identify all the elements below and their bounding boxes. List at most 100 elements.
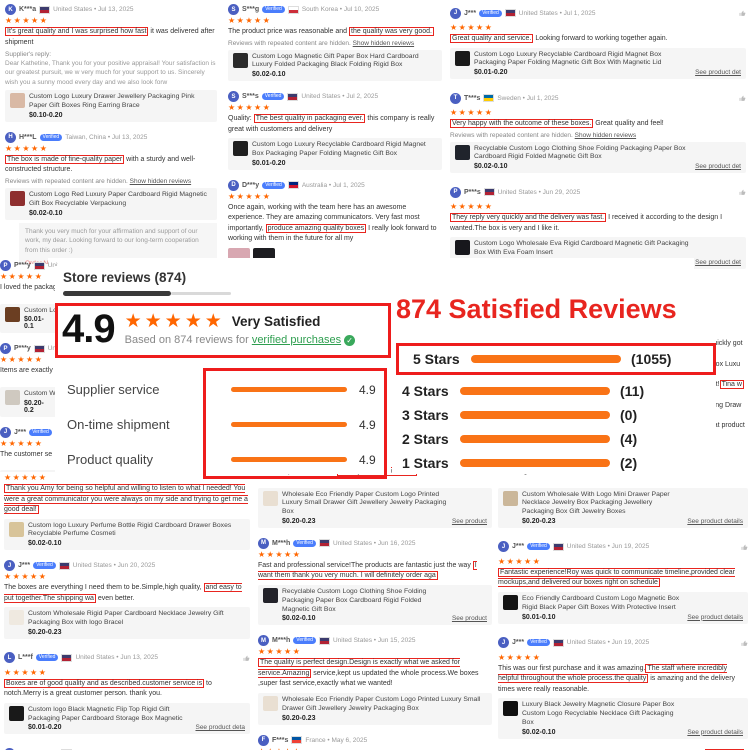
- review-text: I loved the packagi: [0, 283, 58, 294]
- review-text: Once again, working with the team here h…: [228, 203, 442, 245]
- helpful-button[interactable]: [739, 183, 746, 201]
- review-header: H H***L Verified Taiwan, China • Jul 13, 20…: [5, 131, 217, 143]
- product-card[interactable]: Luxury Black Jewelry Magnetic Closure Pa…: [498, 698, 748, 739]
- review-text-part: with a sturdy and well-constructed struc…: [5, 155, 196, 174]
- product-thumbnail: [5, 306, 20, 322]
- product-card[interactable]: Custom logo Luxury Perfume Bottle Rigid …: [4, 518, 250, 551]
- avatar: F: [258, 734, 269, 746]
- helpful-button[interactable]: [741, 634, 748, 652]
- verified-badge: Verified: [33, 562, 56, 570]
- product-thumbnail: [503, 490, 518, 506]
- star-rating: ★★★★★: [0, 355, 44, 365]
- product-card[interactable]: Recyclable Custom Logo Clothing Shoe Fol…: [450, 141, 746, 174]
- see-product-details-link[interactable]: See product: [451, 615, 487, 623]
- product-price: $0.20-0.23: [282, 517, 316, 525]
- review-header: J J*** Verified: [0, 426, 58, 438]
- see-product-details-link[interactable]: See product details: [687, 517, 743, 525]
- product-card[interactable]: Custom Wholesale With Logo Mini Drawer P…: [498, 487, 748, 528]
- product-info: Eco Friendly Cardboard Custom Logo Magne…: [522, 595, 683, 621]
- helpful-button[interactable]: [741, 538, 748, 556]
- see-product-details-link[interactable]: See product deta: [195, 724, 245, 732]
- reviewer-name: J***: [512, 543, 525, 551]
- star-row-count: (0): [620, 407, 638, 423]
- see-product-details-link[interactable]: See product det: [695, 258, 741, 266]
- sub-score-label: Supplier service: [67, 382, 160, 397]
- scroll-indicator[interactable]: [63, 291, 391, 296]
- star-row-count: (11): [620, 383, 645, 399]
- product-thumbnail: [9, 521, 24, 537]
- star-row-label: 4 Stars: [402, 383, 449, 399]
- product-thumbnail: [9, 610, 24, 626]
- product-card[interactable]: Recyclable Custom Logo Clothing Shoe Fol…: [258, 584, 492, 626]
- see-product-details-link[interactable]: See product details: [687, 613, 743, 621]
- review-text-part: Items are exactly h will order packagin: [0, 367, 58, 375]
- product-card[interactable]: Custom Lo $0.01-0.1: [0, 303, 58, 334]
- product-price: $0.20-0.23: [522, 517, 556, 525]
- reviews-column-top-middle: S S***g Verified South Korea • Jul 10, 2025…: [228, 4, 442, 304]
- review-text-part: This was our first purchase and it was a…: [498, 664, 646, 672]
- highlight-annotation-box: The quality is perfect design.Design is …: [258, 658, 460, 678]
- review-text: Thank you Amy for being so helpful and w…: [4, 484, 250, 516]
- see-product-details-link[interactable]: See product details: [687, 728, 743, 736]
- see-product-details-link[interactable]: See product det: [695, 163, 741, 171]
- show-hidden-reviews-link[interactable]: Show hidden reviews: [574, 131, 637, 139]
- product-card[interactable]: Custom W $0.20-0.2: [0, 386, 58, 417]
- review-text-part: service,kept us updated the whole proces…: [258, 669, 479, 688]
- star-row-bar: [460, 435, 610, 443]
- helpful-button[interactable]: [243, 649, 250, 667]
- star-distribution-row: 5 Stars (1055): [396, 343, 716, 375]
- review-card: d and quickly got: [690, 339, 750, 350]
- product-info: Recyclable Custom Logo Clothing Shoe Fol…: [282, 588, 448, 622]
- show-hidden-reviews-link[interactable]: Show hidden reviews: [129, 177, 192, 185]
- sub-score-label: On-time shipment: [67, 417, 170, 432]
- verified-purchases-link[interactable]: verified purchases: [251, 334, 342, 346]
- country-flag-icon: [318, 539, 330, 548]
- product-card[interactable]: Custom Logo Luxury Drawer Jewellery Pack…: [5, 90, 217, 122]
- reviews-column-top-right: J J*** Verified United States • Jul 1, 2025…: [450, 4, 746, 314]
- product-card[interactable]: Custom Logo Red Luxury Paper Cardboard R…: [5, 187, 217, 220]
- star-rating: ★★★★★: [450, 108, 494, 118]
- see-product-details-link[interactable]: See product: [451, 517, 487, 525]
- product-card[interactable]: Custom$0.10-0: [0, 470, 58, 472]
- highlight-annotation-box: They reply very quickly and the delivery…: [450, 213, 607, 223]
- reviewer-name: J***: [14, 428, 27, 436]
- review-text: They reply very quickly and the delivery…: [450, 213, 746, 234]
- product-card[interactable]: Custom Logo Luxury Recyclable Cardboard …: [450, 47, 746, 80]
- review-card: P P***s United States • Jun 29, 2025 ★★★★★ T…: [450, 183, 746, 269]
- product-thumbnail: [10, 190, 25, 206]
- helpful-button[interactable]: [739, 4, 746, 22]
- see-product-details-link[interactable]: See product det: [695, 69, 741, 77]
- product-card[interactable]: Eco Friendly Cardboard Custom Logo Magne…: [498, 591, 748, 624]
- highlight-annotation-box: Tina w: [719, 380, 744, 389]
- review-header: P P***s United States • Jun 29, 2025: [450, 183, 746, 201]
- helpful-button[interactable]: [739, 89, 746, 107]
- review-text-part: this company is really great with custom…: [228, 115, 435, 133]
- product-card[interactable]: Wholesale Eco Friendly Paper Custom Logo…: [258, 487, 492, 528]
- review-text: It's great quality and I was surprised h…: [5, 27, 217, 48]
- product-card[interactable]: Wholesale Eco Friendly Paper Custom Logo…: [258, 692, 492, 725]
- product-card[interactable]: Custom Logo Magnetic Gift Paper Box Hard…: [228, 49, 442, 82]
- helpful-button[interactable]: [243, 744, 250, 750]
- product-info: Luxury Black Jewelry Magnetic Closure Pa…: [522, 701, 683, 735]
- review-header: J J*** Verified United States • Jun 19, 202…: [498, 634, 748, 652]
- show-hidden-reviews-link[interactable]: Show hidden reviews: [352, 39, 415, 47]
- review-text: Fast and professional service!The produc…: [258, 560, 492, 582]
- sub-score-value: 4.9: [359, 417, 376, 432]
- review-text-part: I loved the packagi: [0, 284, 58, 291]
- overall-score-box: 4.9 ★★★★★ Very Satisfied Based on 874 re…: [55, 303, 391, 358]
- product-card[interactable]: Custom logo Black Magnetic Flip Top Rigi…: [4, 702, 250, 735]
- star-row-label: 2 Stars: [402, 431, 449, 447]
- sub-scores: Supplier service 4.9 On-time shipment 4.9 Pr…: [55, 368, 391, 479]
- review-text: The box is made of fine-quality paper wi…: [5, 154, 217, 176]
- review-text-part: Quality:: [228, 115, 254, 123]
- product-card[interactable]: Custom Logo Luxury Recyclable Cardboard …: [228, 138, 442, 170]
- product-title: Custom W: [24, 389, 56, 397]
- review-card: S S***s Verified United States • Jul 2, 202…: [228, 91, 442, 170]
- review-card: M M***h Verified United States • Jun 16, 20…: [258, 537, 492, 626]
- verified-badge: Verified: [35, 654, 59, 662]
- product-title: Recyclable Custom Logo Clothing Shoe Fol…: [474, 144, 686, 161]
- product-card[interactable]: Custom Wholesale Rigid Paper Cardboard N…: [4, 607, 250, 639]
- product-thumbnail: [455, 240, 470, 256]
- review-text-part: d and quickly got: [690, 340, 743, 347]
